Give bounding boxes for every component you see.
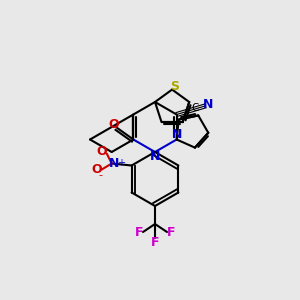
Text: -: -: [99, 170, 103, 181]
Text: F: F: [151, 236, 159, 248]
Text: F: F: [135, 226, 143, 238]
Text: O: O: [109, 118, 119, 131]
Text: N: N: [150, 149, 160, 163]
Text: +: +: [117, 158, 125, 167]
Text: O: O: [96, 145, 107, 158]
Text: F: F: [167, 226, 175, 238]
Text: S: S: [171, 80, 180, 93]
Text: N: N: [172, 128, 182, 141]
Text: N: N: [109, 157, 119, 170]
Text: C: C: [191, 103, 199, 113]
Text: N: N: [203, 98, 214, 111]
Text: O: O: [92, 163, 102, 176]
